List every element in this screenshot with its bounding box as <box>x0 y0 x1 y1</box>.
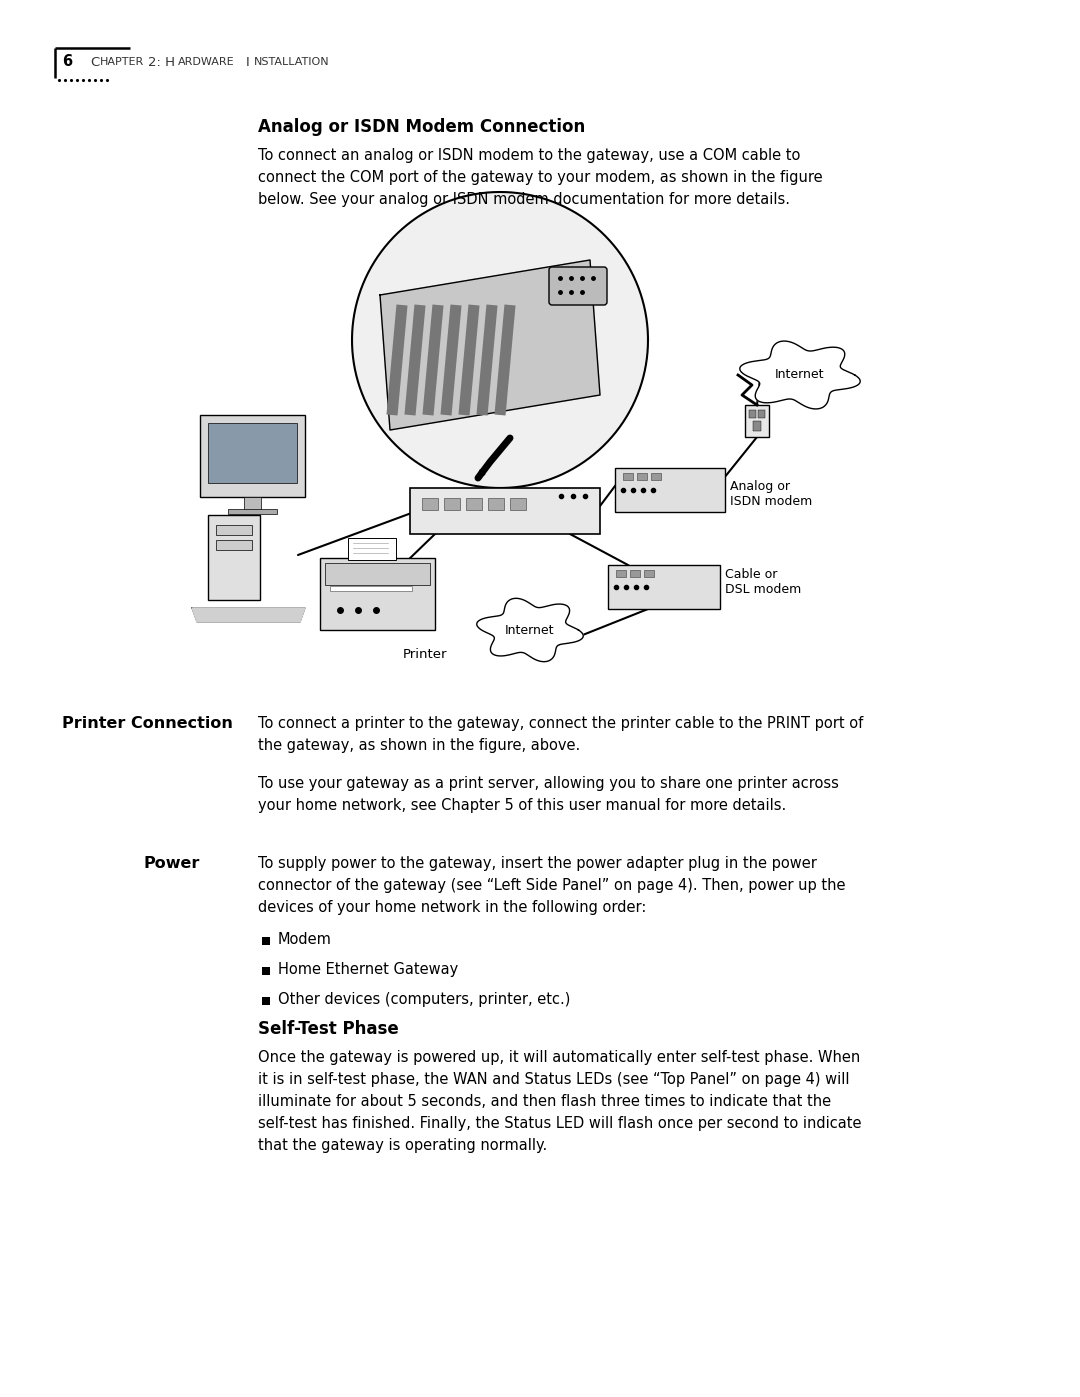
Bar <box>753 420 761 432</box>
Text: To connect an analog or ISDN modem to the gateway, use a COM cable to: To connect an analog or ISDN modem to th… <box>258 148 800 163</box>
Text: HAPTER: HAPTER <box>100 57 145 67</box>
Text: below. See your analog or ISDN modem documentation for more details.: below. See your analog or ISDN modem doc… <box>258 191 789 207</box>
Polygon shape <box>352 191 648 488</box>
Bar <box>208 515 260 599</box>
Bar <box>644 570 654 577</box>
Text: Home Ethernet Gateway: Home Ethernet Gateway <box>278 963 458 977</box>
Text: To supply power to the gateway, insert the power adapter plug in the power: To supply power to the gateway, insert t… <box>258 856 816 870</box>
Text: Printer: Printer <box>403 648 447 661</box>
Text: it is in self-test phase, the WAN and Status LEDs (see “Top Panel” on page 4) wi: it is in self-test phase, the WAN and St… <box>258 1071 850 1087</box>
Bar <box>651 474 661 481</box>
Bar <box>208 423 297 483</box>
Text: To connect a printer to the gateway, connect the printer cable to the PRINT port: To connect a printer to the gateway, con… <box>258 717 863 731</box>
Bar <box>216 541 252 550</box>
Text: Internet: Internet <box>775 369 825 381</box>
Text: Analog or
ISDN modem: Analog or ISDN modem <box>730 481 812 509</box>
Bar <box>745 405 769 437</box>
Bar <box>422 497 438 510</box>
Text: the gateway, as shown in the figure, above.: the gateway, as shown in the figure, abo… <box>258 738 580 753</box>
Text: Internet: Internet <box>505 623 555 637</box>
Bar <box>465 497 482 510</box>
Text: Analog or ISDN Modem Connection: Analog or ISDN Modem Connection <box>258 117 585 136</box>
Text: devices of your home network in the following order:: devices of your home network in the foll… <box>258 900 646 915</box>
Bar <box>510 497 526 510</box>
Text: self-test has finished. Finally, the Status LED will flash once per second to in: self-test has finished. Finally, the Sta… <box>258 1116 862 1132</box>
Bar <box>616 570 626 577</box>
FancyBboxPatch shape <box>549 267 607 305</box>
Bar <box>262 967 270 975</box>
Bar <box>608 564 720 609</box>
Text: your home network, see Chapter 5 of this user manual for more details.: your home network, see Chapter 5 of this… <box>258 798 786 813</box>
Bar <box>615 468 725 511</box>
Polygon shape <box>476 598 583 662</box>
Bar <box>410 488 600 534</box>
Text: Modem: Modem <box>278 932 332 947</box>
Bar <box>200 415 305 497</box>
Text: Printer Connection: Printer Connection <box>62 717 233 731</box>
Text: Cable or
DSL modem: Cable or DSL modem <box>725 569 801 597</box>
Bar <box>623 474 633 481</box>
Text: NSTALLATION: NSTALLATION <box>254 57 329 67</box>
Polygon shape <box>740 341 860 409</box>
Bar <box>444 497 460 510</box>
Text: To use your gateway as a print server, allowing you to share one printer across: To use your gateway as a print server, a… <box>258 775 839 791</box>
Bar <box>325 563 430 585</box>
Text: connect the COM port of the gateway to your modem, as shown in the figure: connect the COM port of the gateway to y… <box>258 170 823 184</box>
Text: that the gateway is operating normally.: that the gateway is operating normally. <box>258 1139 548 1153</box>
Bar <box>630 570 640 577</box>
Text: ARDWARE: ARDWARE <box>178 57 234 67</box>
Bar <box>758 409 765 418</box>
Text: Self-Test Phase: Self-Test Phase <box>258 1020 399 1038</box>
Bar <box>750 409 756 418</box>
Bar <box>244 497 261 511</box>
Bar <box>320 557 435 630</box>
Text: 2: H: 2: H <box>148 56 175 68</box>
Polygon shape <box>380 260 600 430</box>
Text: connector of the gateway (see “Left Side Panel” on page 4). Then, power up the: connector of the gateway (see “Left Side… <box>258 877 846 893</box>
Text: Power: Power <box>144 856 200 870</box>
Bar <box>488 497 504 510</box>
Text: C: C <box>90 56 99 68</box>
Text: illuminate for about 5 seconds, and then flash three times to indicate that the: illuminate for about 5 seconds, and then… <box>258 1094 832 1109</box>
Bar <box>262 997 270 1004</box>
Bar <box>262 937 270 944</box>
Bar <box>348 538 396 560</box>
Text: Other devices (computers, printer, etc.): Other devices (computers, printer, etc.) <box>278 992 570 1007</box>
Polygon shape <box>192 608 305 622</box>
Text: Once the gateway is powered up, it will automatically enter self-test phase. Whe: Once the gateway is powered up, it will … <box>258 1051 861 1065</box>
Bar <box>330 585 411 591</box>
Bar <box>637 474 647 481</box>
Text: I: I <box>246 56 249 68</box>
Text: 6: 6 <box>62 54 72 70</box>
Bar <box>216 525 252 535</box>
Bar <box>228 509 276 514</box>
